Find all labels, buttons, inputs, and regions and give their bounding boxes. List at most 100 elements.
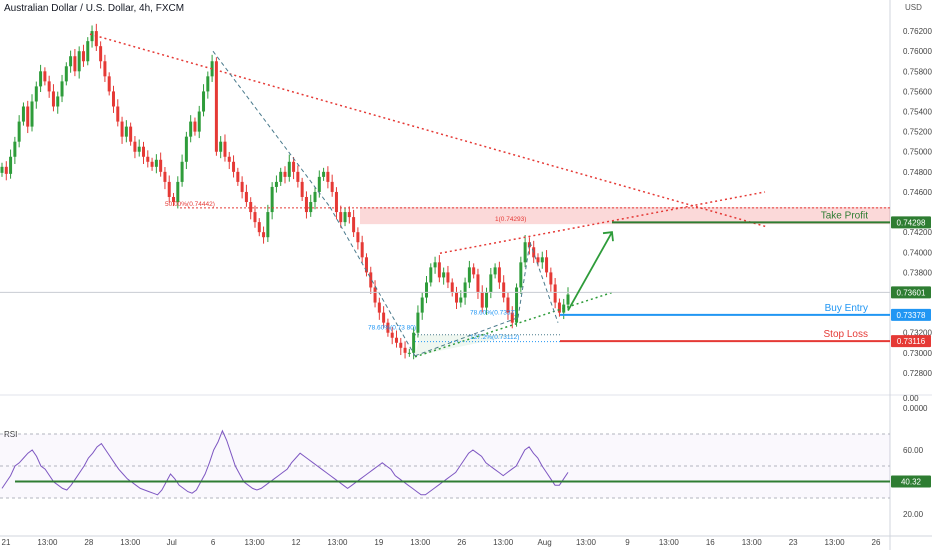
candle-body bbox=[540, 257, 544, 263]
x-tick-label: 26 bbox=[872, 538, 881, 547]
candle-body bbox=[270, 186, 274, 213]
rsi-top-tick-label: 0.0000 bbox=[903, 404, 928, 413]
x-tick-label: 13:00 bbox=[120, 538, 141, 547]
candle-body bbox=[39, 71, 43, 87]
candle-body bbox=[244, 191, 248, 203]
chart-title: Australian Dollar / U.S. Dollar, 4h, FXC… bbox=[4, 3, 185, 14]
candle-body bbox=[347, 212, 351, 218]
rsi-grid bbox=[0, 433, 890, 499]
candle-body bbox=[369, 272, 373, 288]
candle-body bbox=[545, 257, 549, 273]
x-tick-label: 13:00 bbox=[327, 538, 348, 547]
candle-body bbox=[116, 106, 120, 122]
candle-body bbox=[73, 56, 77, 72]
y-tick-label: 0.73000 bbox=[903, 349, 932, 358]
rsi-tick-label: 20.00 bbox=[903, 510, 924, 519]
candle-body bbox=[257, 222, 261, 233]
candle-body bbox=[214, 61, 218, 152]
price-tag-label: 0.73601 bbox=[897, 288, 926, 297]
rsi-label: RSI bbox=[4, 430, 17, 439]
x-tick-label: 26 bbox=[457, 538, 466, 547]
candle-body bbox=[304, 196, 308, 213]
candle-body bbox=[429, 267, 433, 283]
harmonic-leg bbox=[329, 206, 416, 357]
candle-body bbox=[467, 267, 471, 283]
candle-body bbox=[317, 176, 321, 192]
candle-body bbox=[279, 171, 283, 182]
candle-body bbox=[377, 302, 381, 313]
candle-body bbox=[459, 297, 463, 303]
candle-body bbox=[99, 46, 103, 62]
price-tag-label: 0.73378 bbox=[897, 311, 926, 320]
candle-body bbox=[274, 181, 278, 187]
candle-body bbox=[227, 156, 231, 162]
price-tag bbox=[891, 308, 931, 321]
candle-body bbox=[519, 262, 523, 288]
y-tick-label: 0.75600 bbox=[903, 87, 932, 96]
candle-body bbox=[472, 267, 476, 275]
candle-body bbox=[133, 141, 137, 152]
candle-body bbox=[364, 257, 368, 273]
price-axis: 0.76200 0.76000 0.75800 0.75600 0.75400 0.752… bbox=[2, 27, 932, 547]
candle-body bbox=[17, 121, 21, 142]
x-tick-label: Jul bbox=[167, 538, 177, 547]
candle-body bbox=[360, 242, 364, 258]
candle-body bbox=[313, 191, 317, 203]
fib-label: 127.2%(0.73112) bbox=[470, 334, 519, 341]
candle-body bbox=[309, 202, 313, 213]
candle-body bbox=[163, 171, 167, 182]
y-tick-label: 0.73800 bbox=[903, 268, 932, 277]
candle-body bbox=[489, 274, 493, 293]
projection-arrow bbox=[567, 231, 613, 312]
candle-body bbox=[9, 156, 13, 174]
candle-body bbox=[497, 267, 501, 283]
candle-body bbox=[184, 136, 188, 162]
candle-body bbox=[94, 31, 98, 47]
x-tick-label: 13:00 bbox=[825, 538, 846, 547]
pattern-fill bbox=[415, 334, 518, 356]
candle-body bbox=[394, 337, 398, 343]
candle-body bbox=[463, 282, 467, 298]
candle-body bbox=[193, 121, 197, 132]
candle-body bbox=[86, 41, 90, 62]
candle-body bbox=[386, 322, 390, 333]
x-tick-label: 13:00 bbox=[410, 538, 431, 547]
y-tick-label: 0.75200 bbox=[903, 128, 932, 137]
candle-body bbox=[124, 126, 128, 137]
candle-body bbox=[442, 272, 446, 278]
candle-body bbox=[0, 166, 4, 173]
candle-body bbox=[553, 284, 557, 303]
candle-body bbox=[172, 196, 176, 203]
candle-body bbox=[437, 262, 441, 278]
x-tick-label: 16 bbox=[706, 538, 715, 547]
candle-body bbox=[480, 292, 484, 308]
candle-body bbox=[21, 106, 25, 122]
price-tag bbox=[891, 216, 931, 229]
candle-body bbox=[236, 171, 240, 182]
price-tag-label: 0.74298 bbox=[897, 218, 926, 227]
candle-body bbox=[493, 267, 497, 275]
x-tick-label: 13:00 bbox=[493, 538, 514, 547]
candle-body bbox=[296, 171, 300, 182]
candle-body bbox=[64, 66, 68, 82]
x-tick-label: 9 bbox=[625, 538, 630, 547]
candle-body bbox=[373, 287, 377, 303]
candle-body bbox=[253, 212, 257, 223]
x-tick-label: 13:00 bbox=[245, 538, 266, 547]
candle-body bbox=[322, 171, 326, 177]
annotation-overlays: 50.00%(0.74442) 1(0.74293) 78.60%(0.73 80)… bbox=[0, 33, 890, 358]
candle-body bbox=[502, 282, 506, 298]
channel-upper-line bbox=[439, 191, 766, 255]
candle-body bbox=[399, 342, 403, 348]
candle-body bbox=[180, 161, 184, 182]
candle-body bbox=[450, 282, 454, 293]
candle-body bbox=[382, 312, 386, 323]
candle-body bbox=[176, 181, 180, 203]
candle-body bbox=[485, 292, 489, 308]
y-tick-label: 0.74000 bbox=[903, 248, 932, 257]
candle-body bbox=[219, 141, 223, 152]
candle-body bbox=[129, 126, 133, 142]
candle-body bbox=[240, 181, 244, 192]
